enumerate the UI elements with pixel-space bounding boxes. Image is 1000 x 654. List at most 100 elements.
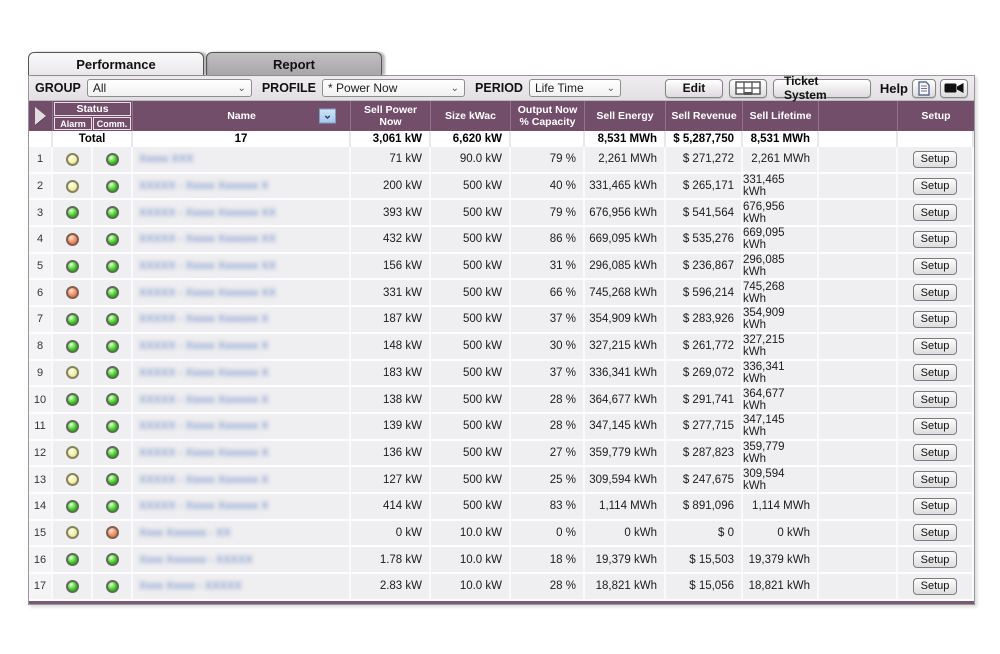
cell-sell-energy: 296,085 kWh — [585, 253, 666, 279]
cell-sell-revenue: $ 277,715 — [666, 413, 743, 439]
cell-sell-energy: 2,261 MWh — [585, 147, 666, 172]
alarm-status-led — [65, 286, 79, 300]
setup-button[interactable]: Setup — [912, 391, 958, 409]
group-dropdown[interactable]: All ⌄ — [86, 79, 252, 97]
help-document-button[interactable] — [912, 78, 936, 98]
name-sort-dropdown-icon[interactable]: ⌄ — [319, 108, 336, 124]
cell-output: 30 % — [511, 333, 585, 359]
arrow-right-icon — [35, 107, 46, 125]
cell-sell-power: 2.83 kW — [351, 574, 431, 599]
output-column-header: Output Now % Capacity — [511, 101, 585, 131]
cell-output: 27 % — [511, 440, 585, 466]
site-name-link[interactable]: Xxxx Xxxxxxx - XX — [139, 526, 231, 539]
row-number: 11 — [29, 413, 53, 439]
cell-output: 25 % — [511, 467, 585, 492]
site-name-link[interactable]: XXXXX - Xxxxx Xxxxxxx X — [139, 340, 269, 353]
profile-dropdown[interactable]: * Power Now ⌄ — [322, 79, 466, 97]
site-name-link[interactable]: Xxxx Xxxxx - XXXXX — [139, 580, 242, 593]
tab-report[interactable]: Report — [206, 52, 382, 75]
site-name-link[interactable]: XXXXX - Xxxxx Xxxxxxx X — [139, 420, 269, 433]
cell-sell-energy: 18,821 kWh — [585, 574, 666, 599]
site-name-link[interactable]: XXXXX - Xxxxx Xxxxxxx XX — [139, 260, 276, 273]
comm-status-led — [105, 499, 119, 513]
setup-button[interactable]: Setup — [912, 150, 958, 168]
status-column-header: Status Alarm Comm. — [53, 101, 133, 131]
cell-size: 500 kW — [431, 387, 511, 412]
video-help-button[interactable] — [940, 78, 968, 98]
setup-button[interactable]: Setup — [912, 177, 958, 195]
total-count: 17 — [133, 131, 351, 147]
setup-button[interactable]: Setup — [912, 471, 958, 489]
setup-button[interactable]: Setup — [912, 497, 958, 515]
setup-button[interactable]: Setup — [912, 310, 958, 328]
cell-size: 500 kW — [431, 200, 511, 226]
cell-size: 500 kW — [431, 307, 511, 332]
cell-sell-lifetime: 336,341 kWh — [743, 360, 819, 386]
cell-sell-revenue: $ 287,823 — [666, 440, 743, 466]
site-name-link[interactable]: Xxxx Xxxxxxx - XXXXX — [139, 553, 253, 566]
site-name-link[interactable]: XXXXX - Xxxxx Xxxxxxx X — [139, 393, 269, 406]
table-row: 7 XXXXX - Xxxxx Xxxxxxx X 187 kW 500 kW … — [29, 307, 974, 334]
alarm-status-led — [65, 259, 79, 273]
status-header-label: Status — [54, 102, 131, 116]
site-name-link[interactable]: XXXXX - Xxxxx Xxxxxxx XX — [139, 206, 276, 219]
setup-button[interactable]: Setup — [912, 364, 958, 382]
setup-button[interactable]: Setup — [912, 551, 958, 569]
cell-output: 83 % — [511, 493, 585, 519]
site-name-link[interactable]: XXXXX - Xxxxx Xxxxxxx X — [139, 366, 269, 379]
cell-sell-revenue: $ 265,171 — [666, 173, 743, 199]
comm-status-led — [105, 339, 119, 353]
cell-sell-revenue: $ 269,072 — [666, 360, 743, 386]
site-name-link[interactable]: XXXXX - Xxxxx Xxxxxxx X — [139, 313, 269, 326]
row-number: 9 — [29, 360, 53, 386]
cell-output: 40 % — [511, 173, 585, 199]
setup-button[interactable]: Setup — [912, 230, 958, 248]
setup-button[interactable]: Setup — [912, 284, 958, 302]
table-body: 1 Xxxxx XXX 71 kW 90.0 kW 79 % 2,261 MWh… — [29, 147, 974, 601]
empty-column-header — [819, 101, 898, 131]
site-name-link[interactable]: Xxxxx XXX — [139, 153, 194, 166]
expand-column-header[interactable] — [29, 101, 53, 131]
setup-button[interactable]: Setup — [912, 337, 958, 355]
cell-sell-energy: 676,956 kWh — [585, 200, 666, 226]
alarm-status-led — [65, 579, 79, 593]
table-row: 5 XXXXX - Xxxxx Xxxxxxx XX 156 kW 500 kW… — [29, 253, 974, 281]
alarm-status-led — [65, 339, 79, 353]
cell-sell-lifetime: 745,268 kWh — [743, 280, 819, 306]
edit-button[interactable]: Edit — [664, 78, 723, 98]
grid-view-button[interactable] — [728, 78, 767, 98]
period-dropdown[interactable]: Life Time ⌄ — [528, 79, 621, 97]
cell-size: 500 kW — [431, 360, 511, 386]
cell-sell-power: 331 kW — [351, 280, 431, 306]
cell-sell-lifetime: 18,821 kWh — [743, 574, 819, 599]
site-name-link[interactable]: XXXXX - Xxxxx Xxxxxxx X — [139, 446, 269, 459]
tab-performance[interactable]: Performance — [28, 52, 204, 75]
comm-status-led — [105, 259, 119, 273]
cell-sell-energy: 331,465 kWh — [585, 173, 666, 199]
setup-button[interactable]: Setup — [912, 524, 958, 542]
setup-button[interactable]: Setup — [912, 204, 958, 222]
cell-sell-lifetime: 0 kWh — [743, 520, 819, 546]
site-name-link[interactable]: XXXXX - Xxxxx Xxxxxxx X — [139, 500, 269, 513]
setup-button[interactable]: Setup — [912, 417, 958, 435]
cell-sell-revenue: $ 291,741 — [666, 387, 743, 412]
site-name-link[interactable]: XXXXX - Xxxxx Xxxxxxx XX — [139, 286, 276, 299]
setup-button[interactable]: Setup — [912, 444, 958, 462]
setup-button[interactable]: Setup — [912, 257, 958, 275]
site-name-link[interactable]: XXXXX - Xxxxx Xxxxxxx X — [139, 473, 269, 486]
comm-status-led — [105, 419, 119, 433]
total-output — [511, 131, 585, 147]
comm-status-led — [105, 526, 119, 540]
cell-output: 79 % — [511, 147, 585, 172]
alarm-status-led — [65, 179, 79, 193]
setup-button[interactable]: Setup — [912, 577, 958, 595]
cell-sell-lifetime: 331,465 kWh — [743, 173, 819, 199]
row-number: 6 — [29, 280, 53, 306]
cell-output: 37 % — [511, 307, 585, 332]
ticket-system-button[interactable]: Ticket System — [772, 74, 871, 102]
cell-size: 90.0 kW — [431, 147, 511, 172]
site-name-link[interactable]: XXXXX - Xxxxx Xxxxxxx X — [139, 180, 269, 193]
sell-power-column-header: Sell Power Now — [351, 101, 431, 131]
site-name-link[interactable]: XXXXX - Xxxxx Xxxxxxx XX — [139, 233, 276, 246]
